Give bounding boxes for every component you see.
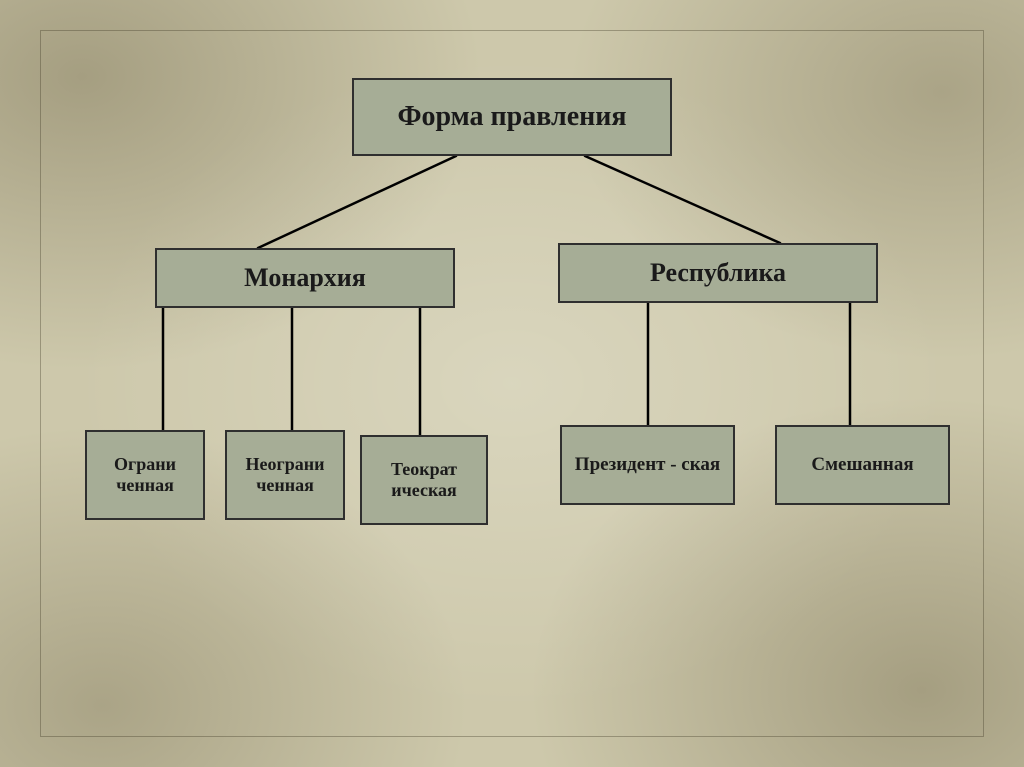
- node-label: Республика: [650, 258, 786, 288]
- node-presidential: Президент - ская: [560, 425, 735, 505]
- node-monarchy: Монархия: [155, 248, 455, 308]
- node-root: Форма правления: [352, 78, 672, 156]
- edge: [585, 156, 780, 243]
- node-label: Форма правления: [397, 101, 626, 133]
- slide-canvas: Форма правления Монархия Республика Огра…: [0, 0, 1024, 767]
- node-label: Ограни ченная: [97, 454, 193, 495]
- node-unlimited: Неограни ченная: [225, 430, 345, 520]
- node-mixed: Смешанная: [775, 425, 950, 505]
- node-label: Неограни ченная: [237, 454, 333, 495]
- node-label: Президент - ская: [575, 454, 720, 476]
- node-republic: Республика: [558, 243, 878, 303]
- edge: [258, 156, 456, 248]
- node-label: Теократ ическая: [372, 459, 476, 500]
- node-limited: Ограни ченная: [85, 430, 205, 520]
- node-theocratic: Теократ ическая: [360, 435, 488, 525]
- node-label: Монархия: [244, 263, 366, 293]
- node-label: Смешанная: [811, 454, 913, 476]
